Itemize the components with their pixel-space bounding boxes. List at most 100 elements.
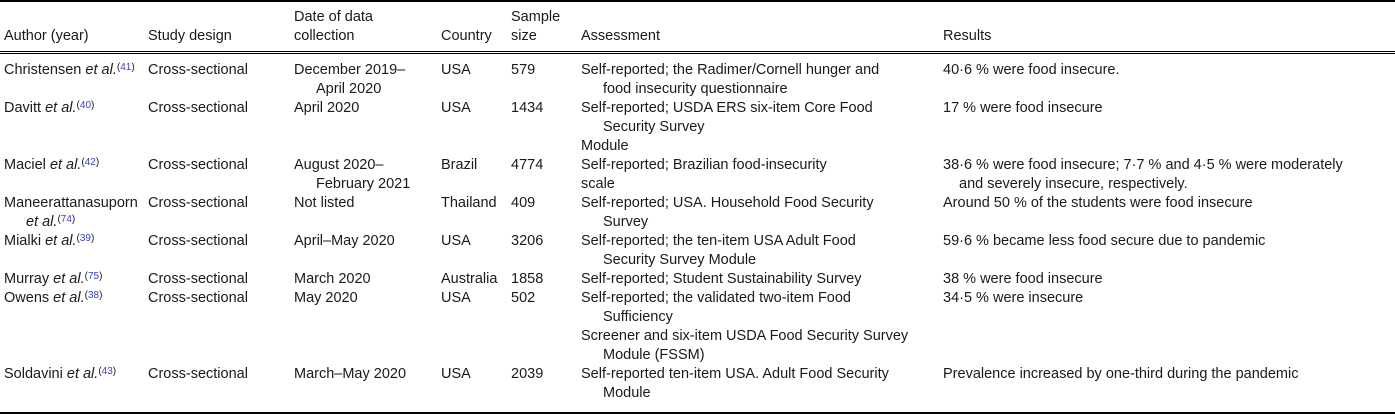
author-name: Davitt (4, 100, 42, 116)
citation-paren-close: ) (99, 289, 103, 301)
results-paragraph: 59·6 % became less food secure due to pa… (943, 233, 1266, 249)
date-cell: April 2020 (294, 99, 441, 156)
citation-paren-open: ( (76, 99, 80, 111)
citation-paren-close: ) (112, 365, 117, 377)
table-row: Owens et al.(38) Cross-sectional May 202… (0, 289, 1395, 365)
results-paragraph: 17 % were food insecure (943, 100, 1103, 116)
citation-sup: (42) (81, 157, 99, 168)
column-header-label: Sample size (511, 9, 561, 44)
citation-paren-open: ( (98, 365, 102, 377)
author-cell: Murray et al.(75) (0, 270, 148, 289)
column-header-label: Country (441, 28, 492, 44)
sample-size-cell: 579 (511, 53, 581, 100)
results-cell: 34·5 % were insecure (943, 289, 1395, 365)
table-row: Murray et al.(75) Cross-sectional March … (0, 270, 1395, 289)
date-cell: December 2019– April 2020 (294, 53, 441, 100)
sample-size-cell: 2039 (511, 365, 581, 413)
date-text: April–May 2020 (294, 233, 395, 249)
author-cell: Soldavini et al.(43) (0, 365, 148, 413)
table-row: Maneerattanasuporn et al.(74) Cross-sect… (0, 194, 1395, 232)
column-header-label: Assessment (581, 28, 660, 44)
results-paragraph: 40·6 % were food insecure. (943, 62, 1120, 78)
assessment-cell: Self-reported; the validated two-item Fo… (581, 289, 943, 365)
author-cell: Christensen et al.(41) (0, 53, 148, 100)
assessment-cell: Self-reported; Student Sustainability Su… (581, 270, 943, 289)
column-header-author: Author (year) (0, 1, 148, 54)
results-cell: 17 % were food insecure (943, 99, 1395, 156)
sample-size-text: 2039 (511, 366, 544, 382)
citation-link[interactable]: 42 (84, 156, 96, 168)
assessment-cell: Self-reported; the ten-item USA Adult Fo… (581, 232, 943, 270)
country-cell: USA (441, 365, 511, 413)
citation-link[interactable]: 39 (79, 232, 91, 244)
citation-link[interactable]: 74 (60, 213, 72, 225)
citation-paren-close: ) (99, 270, 103, 282)
citation-link[interactable]: 41 (120, 61, 132, 73)
citation-sup: (40) (77, 100, 95, 111)
etal-text: et al. (45, 233, 77, 249)
citation-paren-close: ) (131, 61, 135, 73)
table-row: Soldavini et al.(43) Cross-sectional Mar… (0, 365, 1395, 413)
sample-size-cell: 1858 (511, 270, 581, 289)
citation-sup: (74) (57, 214, 75, 225)
author-text: Christensen et al.(41) (4, 61, 142, 80)
country-text: USA (441, 233, 471, 249)
country-text: USA (441, 62, 471, 78)
date-text: December 2019– April 2020 (294, 62, 406, 97)
date-text: March 2020 (294, 271, 371, 287)
table-row: Maciel et al.(42) Cross-sectional August… (0, 156, 1395, 194)
citation-sup: (38) (85, 290, 103, 301)
results-paragraph: Prevalence increased by one-third during… (943, 366, 1299, 382)
date-cell: Not listed (294, 194, 441, 232)
design-text: Cross-sectional (148, 157, 248, 173)
citation-paren-close: ) (91, 232, 95, 244)
design-cell: Cross-sectional (148, 194, 294, 232)
date-cell: August 2020– February 2021 (294, 156, 441, 194)
etal-text: et al. (53, 271, 85, 287)
date-text: August 2020– February 2021 (294, 157, 411, 192)
citation-link[interactable]: 40 (79, 99, 92, 111)
author-name: Owens (4, 290, 50, 306)
design-text: Cross-sectional (148, 195, 248, 211)
author-cell: Mialki et al.(39) (0, 232, 148, 270)
sample-size-cell: 3206 (511, 232, 581, 270)
column-header-sample: Sample size (511, 1, 581, 54)
sample-size-text: 1858 (511, 271, 544, 287)
date-text: March–May 2020 (294, 366, 407, 382)
date-text: April 2020 (294, 100, 360, 116)
results-cell: Prevalence increased by one-third during… (943, 365, 1395, 413)
sample-size-text: 579 (511, 62, 536, 78)
table-row: Christensen et al.(41) Cross-sectional D… (0, 53, 1395, 100)
citation-link[interactable]: 75 (87, 270, 100, 282)
assessment-cell: Self-reported; the Radimer/Cornell hunge… (581, 53, 943, 100)
results-paragraph: 38 % were food insecure (943, 271, 1103, 287)
author-name: Murray (4, 271, 50, 287)
assessment-paragraph: Self-reported; USA. Household Food Secur… (581, 195, 874, 230)
citation-link[interactable]: 43 (101, 365, 113, 377)
assessment-paragraph: Self-reported; the Radimer/Cornell hunge… (581, 62, 880, 97)
country-cell: USA (441, 289, 511, 365)
author-text: Mialki et al.(39) (4, 232, 142, 251)
etal-text: et al. (49, 157, 82, 173)
citation-link[interactable]: 38 (87, 289, 100, 301)
design-text: Cross-sectional (148, 271, 248, 287)
header-row: Author (year) Study design Date of data … (0, 1, 1395, 54)
date-text: May 2020 (294, 290, 358, 306)
assessment-paragraph: Self-reported; USDA ERS six-item Core Fo… (581, 100, 873, 135)
column-header-label: Author (year) (4, 28, 89, 44)
etal-text: et al. (53, 290, 85, 306)
assessment-cell: Self-reported ten-item USA. Adult Food S… (581, 365, 943, 413)
design-cell: Cross-sectional (148, 156, 294, 194)
results-paragraph: 34·5 % were insecure (943, 290, 1084, 306)
citation-paren-close: ) (91, 99, 95, 111)
results-cell: 59·6 % became less food secure due to pa… (943, 232, 1395, 270)
citation-sup: (39) (77, 233, 95, 244)
etal-text: et al. (45, 100, 77, 116)
design-text: Cross-sectional (148, 366, 248, 382)
table-row: Davitt et al.(40) Cross-sectional April … (0, 99, 1395, 156)
design-text: Cross-sectional (148, 290, 248, 306)
design-text: Cross-sectional (148, 100, 248, 116)
sample-size-text: 409 (511, 195, 536, 211)
author-name: Mialki (4, 233, 42, 249)
